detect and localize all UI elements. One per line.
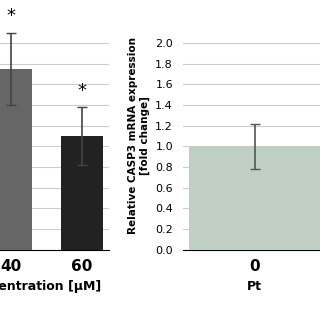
Text: *: *: [6, 7, 15, 26]
X-axis label: centration [μM]: centration [μM]: [0, 280, 101, 293]
Text: *: *: [77, 82, 86, 100]
Bar: [61, 136, 103, 250]
Bar: [189, 146, 320, 250]
Y-axis label: Relative CASP3 mRNA expression
[fold change]: Relative CASP3 mRNA expression [fold cha…: [128, 37, 150, 235]
Bar: [0, 69, 32, 250]
X-axis label: Pt: Pt: [247, 280, 262, 293]
